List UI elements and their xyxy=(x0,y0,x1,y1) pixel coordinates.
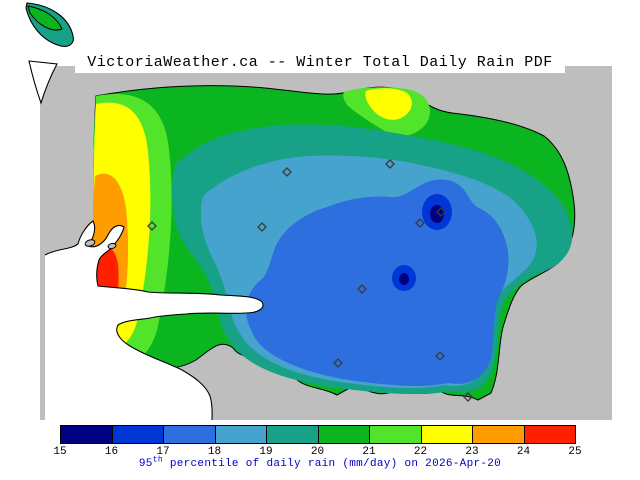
colorbar-segment xyxy=(317,426,369,443)
caption-value: 95 xyxy=(138,458,153,470)
station-marker xyxy=(415,218,425,228)
colorbar-segment xyxy=(369,426,421,443)
sea-area xyxy=(45,221,264,420)
station-marker xyxy=(257,222,267,232)
station-marker xyxy=(436,207,446,217)
station-marker xyxy=(357,284,367,294)
caption-text: percentile of daily rain (mm/day) on 202… xyxy=(162,458,502,470)
contour-spot-15-16-south xyxy=(399,273,409,285)
headland-wedge xyxy=(28,60,58,105)
colorbar-tick-label: 16 xyxy=(104,446,119,458)
colorbar-tick-label: 19 xyxy=(259,446,273,458)
caption: 95th percentile of daily rain (mm/day) o… xyxy=(0,455,640,470)
colorbar-segment xyxy=(163,426,215,443)
colorbar-tick-label: 18 xyxy=(207,446,222,458)
station-marker xyxy=(463,392,473,402)
station-marker xyxy=(282,167,292,177)
colorbar-segment xyxy=(61,426,112,443)
colorbar-tick-label: 21 xyxy=(362,446,376,458)
colorbar-segment xyxy=(523,426,575,443)
contour-spot-15-16-north xyxy=(430,205,444,223)
colorbar-segment xyxy=(420,426,472,443)
colorbar-segment xyxy=(214,426,266,443)
station-marker xyxy=(333,358,343,368)
colorbar-tick-label: 20 xyxy=(310,446,325,458)
contour-region-17-18 xyxy=(246,179,509,387)
station-marker xyxy=(435,351,445,361)
colorbar-tick-label: 25 xyxy=(568,446,582,458)
colorbar-tick-label: 17 xyxy=(156,446,170,458)
stations-layer xyxy=(147,159,473,402)
coastline xyxy=(44,220,264,421)
colorbar-ticks: 15 16 17 18 19 20 21 22 23 24 25 xyxy=(53,446,581,459)
colorbar-tick-label: 23 xyxy=(465,446,479,458)
islet xyxy=(107,242,117,250)
colorbar xyxy=(60,425,576,444)
colorbar-segment xyxy=(472,426,524,443)
corner-island-inner xyxy=(27,5,63,31)
station-marker xyxy=(385,159,395,169)
station-marker xyxy=(147,221,157,231)
page-title: VictoriaWeather.ca -- Winter Total Daily… xyxy=(75,52,565,73)
colorbar-tick-label: 22 xyxy=(413,446,428,458)
caption-superscript: th xyxy=(152,455,163,465)
colorbar-tick-label: 15 xyxy=(53,446,67,458)
contour-region-22-23-top xyxy=(365,88,412,120)
islet xyxy=(84,239,96,247)
colorbar-tick-label: 24 xyxy=(516,446,531,458)
colorbar-segment xyxy=(111,426,163,443)
colorbar-segment xyxy=(266,426,318,443)
title-bar: VictoriaWeather.ca -- Winter Total Daily… xyxy=(0,52,640,73)
